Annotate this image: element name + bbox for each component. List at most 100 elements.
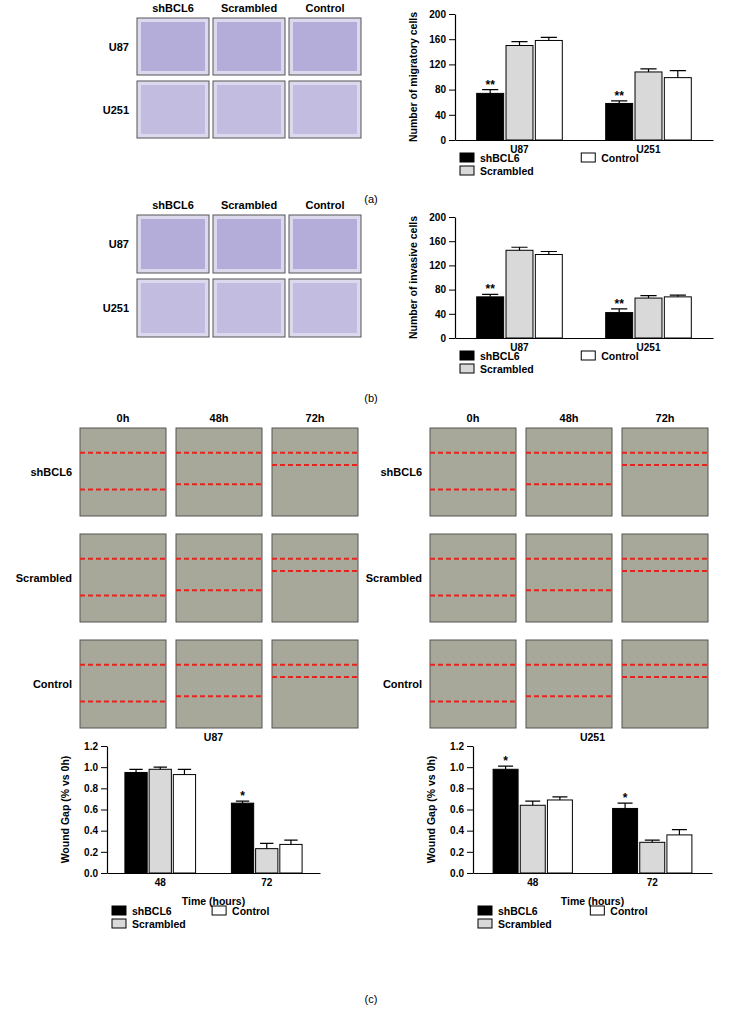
image-grid: 0h48h72hshBCL6ScrambledControl bbox=[16, 412, 358, 728]
wound-edge bbox=[176, 589, 262, 591]
y-axis-title: Wound Gap (% vs 0h) bbox=[425, 756, 437, 864]
y-tick-mark bbox=[449, 314, 455, 315]
error-bar bbox=[552, 797, 567, 800]
cell-stain bbox=[217, 22, 281, 71]
x-tick: U251 bbox=[637, 338, 661, 353]
y-axis: 04080120160200 bbox=[429, 9, 455, 146]
wound-edge bbox=[526, 664, 612, 666]
axis-line bbox=[108, 873, 321, 874]
column-label: 0h bbox=[467, 412, 480, 424]
y-tick: 0 bbox=[440, 333, 455, 344]
y-tick: 0.2 bbox=[84, 847, 107, 858]
y-tick: 1.2 bbox=[84, 741, 107, 752]
micrograph bbox=[213, 215, 285, 273]
micrograph bbox=[213, 18, 285, 75]
y-tick-mark bbox=[467, 810, 473, 811]
cell-stain bbox=[217, 219, 281, 269]
bar bbox=[606, 103, 633, 140]
error-bar bbox=[129, 769, 142, 772]
y-tick-label: 0.6 bbox=[84, 804, 98, 815]
wound-edge bbox=[80, 595, 166, 597]
chart: **0.00.20.40.60.81.01.24872Wound Gap (% … bbox=[425, 731, 713, 907]
bar bbox=[149, 769, 171, 873]
significance: * bbox=[240, 789, 245, 803]
plot-area bbox=[477, 37, 692, 140]
y-tick-label: 1.2 bbox=[450, 741, 464, 752]
y-tick: 0.8 bbox=[450, 783, 473, 794]
y-tick: 160 bbox=[429, 34, 455, 45]
micrograph bbox=[430, 640, 516, 728]
legend-swatch bbox=[581, 153, 595, 162]
legend-label: Control bbox=[601, 350, 638, 362]
legend-label: Control bbox=[601, 152, 638, 164]
y-tick-label: 0.4 bbox=[84, 825, 98, 836]
bar bbox=[535, 40, 562, 140]
y-tick-mark bbox=[449, 265, 455, 266]
y-axis-title: Number of invasive cells bbox=[407, 216, 419, 339]
cell-stain bbox=[141, 22, 205, 71]
wound-edge bbox=[430, 664, 516, 666]
wound-edge bbox=[272, 664, 358, 666]
legend-label: shBCL6 bbox=[132, 905, 172, 917]
micrograph bbox=[176, 428, 262, 516]
wound-edge bbox=[80, 489, 166, 491]
legend-swatch bbox=[460, 364, 474, 373]
error-bar bbox=[670, 71, 686, 78]
error-bar bbox=[525, 801, 540, 805]
panel-label: (b) bbox=[364, 392, 377, 404]
y-tick-mark bbox=[467, 873, 473, 874]
y-tick-label: 0.2 bbox=[84, 847, 98, 858]
y-tick: 40 bbox=[435, 110, 455, 121]
column-label: 0h bbox=[117, 412, 130, 424]
y-tick: 80 bbox=[435, 284, 455, 295]
x-axis: 4872 bbox=[474, 873, 713, 888]
axis-line bbox=[474, 873, 713, 874]
y-tick-label: 0 bbox=[440, 333, 446, 344]
bar bbox=[506, 250, 533, 338]
y-tick: 0.4 bbox=[84, 825, 107, 836]
figure: shBCL6ScrambledControlU87U251shBCL6Scram… bbox=[0, 0, 742, 1015]
column-label: Control bbox=[305, 2, 344, 14]
bar bbox=[667, 835, 692, 873]
x-tick-label: 48 bbox=[155, 877, 167, 888]
micrograph bbox=[213, 81, 285, 138]
y-tick-label: 1.0 bbox=[450, 762, 464, 773]
legend-swatch bbox=[112, 906, 126, 915]
wound-edge bbox=[272, 570, 358, 572]
row-label: Scrambled bbox=[366, 572, 422, 584]
y-tick-label: 0.4 bbox=[450, 825, 464, 836]
y-tick: 200 bbox=[429, 9, 455, 20]
y-axis: 0.00.20.40.60.81.01.2 bbox=[450, 741, 473, 879]
y-tick-label: 0 bbox=[440, 135, 446, 146]
y-tick-label: 0.0 bbox=[450, 868, 464, 879]
micrograph bbox=[526, 640, 612, 728]
error-bar bbox=[511, 42, 527, 46]
micrograph bbox=[289, 18, 361, 75]
y-tick-label: 80 bbox=[435, 284, 447, 295]
legend-swatch bbox=[478, 906, 492, 915]
column-label: 72h bbox=[656, 412, 675, 424]
y-tick-mark bbox=[467, 831, 473, 832]
micrograph bbox=[289, 279, 361, 337]
error-bar bbox=[640, 296, 656, 298]
bar bbox=[280, 844, 302, 873]
micrograph bbox=[137, 81, 209, 138]
y-tick-mark bbox=[101, 746, 107, 747]
wound-edge bbox=[80, 558, 166, 560]
chart: ****04080120160200U87U251Number of invas… bbox=[407, 212, 714, 353]
y-tick-mark bbox=[101, 852, 107, 853]
error-bar bbox=[645, 840, 660, 842]
x-tick-label: 72 bbox=[261, 877, 273, 888]
micrograph bbox=[137, 18, 209, 75]
axis-line bbox=[455, 15, 456, 141]
wound-edge bbox=[80, 701, 166, 703]
plot-area bbox=[493, 766, 692, 873]
error-bar bbox=[511, 247, 527, 250]
row-label: shBCL6 bbox=[30, 466, 72, 478]
cell-stain bbox=[217, 85, 281, 134]
column-label: Scrambled bbox=[221, 199, 277, 211]
y-tick-mark bbox=[449, 338, 455, 339]
y-tick-mark bbox=[101, 810, 107, 811]
wound-edge bbox=[526, 558, 612, 560]
micrograph bbox=[526, 534, 612, 622]
